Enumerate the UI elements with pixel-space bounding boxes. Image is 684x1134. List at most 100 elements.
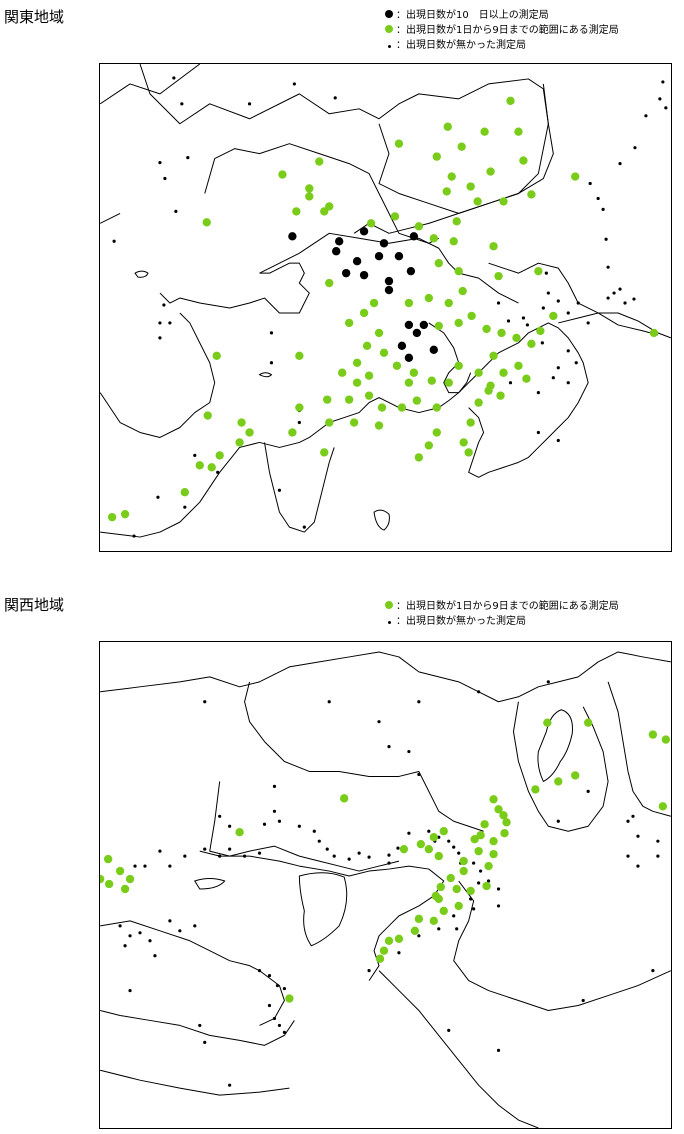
station-marker-mid bbox=[454, 361, 463, 370]
station-marker-none bbox=[551, 376, 555, 380]
station-marker-none bbox=[377, 720, 381, 724]
station-marker-none bbox=[198, 1023, 202, 1028]
station-marker-mid bbox=[103, 854, 113, 864]
station-marker-none bbox=[183, 854, 187, 858]
station-marker-mid bbox=[305, 192, 314, 201]
legend-label: ：出現日数が無かった測定局 bbox=[396, 616, 526, 627]
station-marker-mid bbox=[439, 906, 448, 916]
legend-label: ：出現日数が無かった測定局 bbox=[396, 40, 526, 51]
station-marker-none bbox=[297, 420, 301, 425]
station-marker-none bbox=[325, 847, 329, 851]
station-marker-mid bbox=[467, 311, 476, 321]
station-marker-none bbox=[317, 839, 321, 843]
station-marker-none bbox=[469, 897, 473, 901]
kanto-border-ibaraki bbox=[378, 83, 554, 214]
station-marker-mid bbox=[500, 829, 509, 838]
station-marker-high bbox=[419, 320, 429, 330]
station-marker-mid bbox=[374, 328, 384, 338]
station-marker-mid bbox=[482, 324, 491, 334]
station-marker-none bbox=[218, 854, 222, 858]
station-marker-mid bbox=[439, 827, 448, 836]
kanto-border-chiba bbox=[488, 262, 659, 336]
station-marker-mid bbox=[414, 222, 424, 231]
station-marker-none bbox=[180, 102, 184, 106]
station-marker-mid bbox=[429, 833, 438, 842]
station-marker-mid bbox=[489, 836, 498, 846]
kanto-border-gunma bbox=[204, 143, 440, 244]
station-marker-mid bbox=[571, 771, 580, 780]
station-marker-none bbox=[327, 700, 331, 704]
legend-label: ：出現日数が1日から9日までの範囲にある測定局 bbox=[396, 25, 619, 36]
station-marker-mid bbox=[115, 866, 125, 876]
station-marker-none bbox=[277, 1023, 282, 1028]
station-marker-mid bbox=[543, 718, 552, 727]
station-marker-mid bbox=[432, 428, 441, 437]
station-marker-mid bbox=[447, 172, 456, 181]
station-marker-mid bbox=[369, 298, 379, 308]
station-marker-mid bbox=[522, 374, 531, 383]
station-marker-none bbox=[387, 861, 391, 865]
station-marker-mid bbox=[120, 884, 130, 894]
station-marker-none bbox=[162, 303, 166, 307]
station-marker-none bbox=[472, 861, 476, 865]
station-marker-mid bbox=[337, 368, 347, 377]
station-marker-none bbox=[148, 939, 152, 943]
station-marker-high bbox=[404, 353, 414, 362]
station-marker-none bbox=[496, 1048, 501, 1052]
station-marker-none bbox=[332, 854, 336, 858]
station-marker-mid bbox=[489, 351, 498, 360]
station-marker-mid bbox=[320, 448, 329, 457]
station-marker-mid bbox=[320, 207, 329, 216]
station-marker-mid bbox=[325, 418, 334, 427]
station-marker-none bbox=[452, 845, 456, 849]
station-marker-high bbox=[406, 266, 416, 276]
station-marker-none bbox=[216, 470, 220, 474]
station-marker-mid bbox=[452, 884, 461, 894]
station-marker-high bbox=[412, 328, 422, 338]
station-marker-mid bbox=[384, 936, 394, 945]
station-marker-mid bbox=[454, 901, 463, 911]
station-marker-none bbox=[596, 196, 600, 201]
station-marker-mid bbox=[457, 142, 466, 151]
station-marker-mid bbox=[486, 167, 495, 176]
station-marker-none bbox=[396, 846, 400, 850]
station-marker-high bbox=[384, 285, 394, 295]
station-marker-none bbox=[477, 881, 481, 885]
station-marker-high bbox=[409, 232, 419, 241]
kansai-border-hyogo bbox=[209, 781, 400, 872]
kanto-border-saitama bbox=[259, 232, 519, 304]
station-marker-none bbox=[312, 829, 316, 833]
station-marker-none bbox=[664, 106, 668, 110]
station-marker-high bbox=[374, 252, 384, 261]
station-marker-none bbox=[658, 97, 662, 101]
station-marker-none bbox=[168, 321, 172, 325]
station-marker-none bbox=[601, 207, 605, 211]
station-marker-mid bbox=[449, 237, 458, 246]
station-marker-mid bbox=[235, 438, 244, 447]
station-marker-none bbox=[158, 161, 162, 165]
station-marker-none bbox=[282, 986, 287, 991]
station-marker-mid bbox=[364, 371, 374, 380]
station-marker-mid bbox=[648, 730, 658, 739]
station-marker-mid bbox=[394, 934, 404, 943]
station-marker-none bbox=[143, 864, 147, 868]
station-marker-high bbox=[384, 276, 394, 286]
station-marker-none bbox=[387, 853, 391, 857]
station-marker-mid bbox=[458, 286, 467, 296]
station-marker-high bbox=[335, 237, 344, 246]
station-marker-high bbox=[404, 320, 414, 330]
station-marker-mid bbox=[202, 218, 211, 227]
station-marker-none bbox=[626, 854, 630, 858]
station-marker-mid bbox=[292, 207, 301, 216]
station-marker-none bbox=[172, 76, 176, 80]
station-marker-mid bbox=[534, 266, 543, 276]
station-marker-none bbox=[297, 824, 301, 828]
station-marker-mid bbox=[649, 328, 659, 338]
station-marker-mid bbox=[480, 127, 489, 136]
station-marker-none bbox=[457, 851, 461, 855]
station-marker-none bbox=[178, 929, 182, 933]
kansai-osaka-bay bbox=[199, 850, 445, 981]
station-marker-none bbox=[193, 453, 197, 457]
station-marker-none bbox=[636, 864, 640, 868]
station-marker-none bbox=[275, 983, 280, 988]
